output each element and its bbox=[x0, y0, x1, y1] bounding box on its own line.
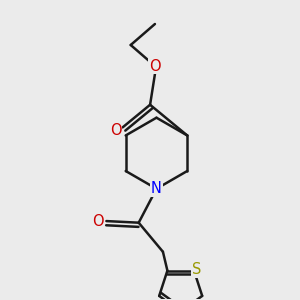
Text: N: N bbox=[151, 181, 162, 196]
Text: O: O bbox=[92, 214, 103, 229]
Text: O: O bbox=[110, 123, 121, 138]
Text: O: O bbox=[149, 58, 161, 74]
Text: S: S bbox=[192, 262, 201, 278]
